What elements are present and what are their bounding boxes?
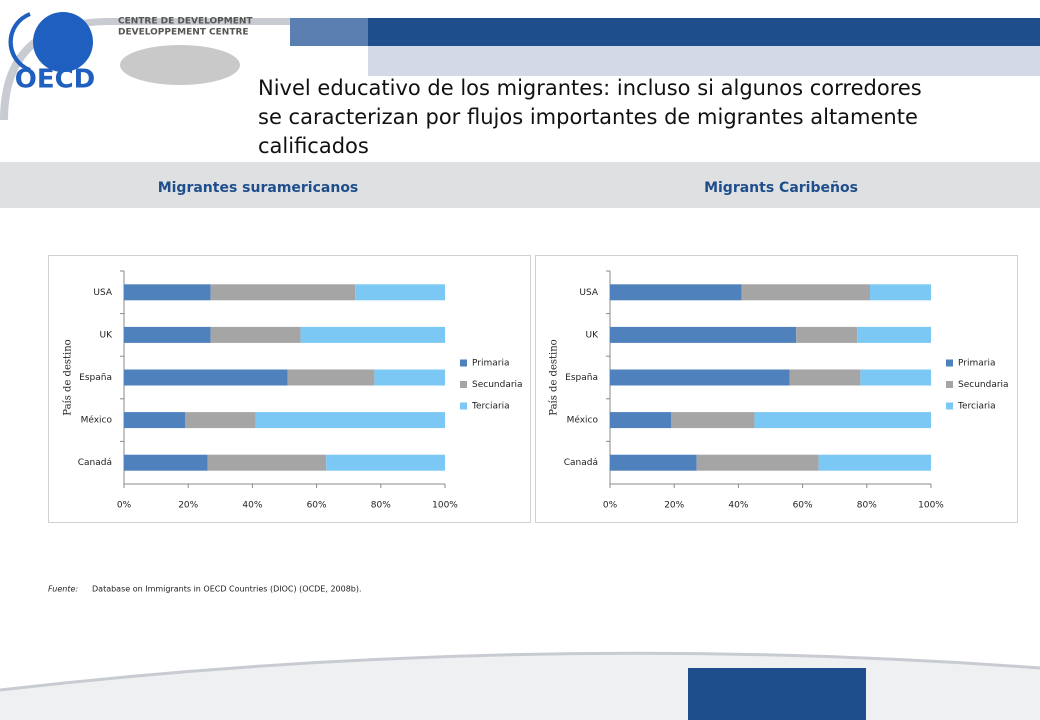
y-tick-label: México (567, 415, 599, 426)
x-tick-label: 80% (857, 501, 877, 511)
bar-segment (300, 326, 445, 343)
bar-segment (124, 454, 208, 471)
legend-label: Terciaria (471, 402, 510, 412)
legend-label: Secundaria (958, 380, 1009, 390)
legend-label: Primaria (958, 359, 995, 369)
chart-title: Migrants Caribeños (704, 180, 858, 196)
x-tick-label: 100% (918, 501, 944, 511)
y-tick-label: USA (579, 288, 598, 298)
legend-label: Terciaria (957, 402, 996, 412)
y-tick-label: España (565, 373, 598, 383)
logo-arc (8, 16, 23, 68)
header-bar-accent (290, 18, 368, 46)
bar-segment (355, 284, 445, 301)
y-axis-label: País de destino (549, 339, 560, 415)
bar-segment (124, 284, 211, 301)
footer-curve (0, 653, 1040, 720)
legend-label: Secundaria (472, 380, 523, 390)
y-tick-label: UK (100, 330, 114, 340)
bar-segment (670, 412, 755, 429)
bar-segment (124, 326, 211, 343)
bar-segment (210, 326, 301, 343)
y-tick-label: USA (93, 288, 112, 298)
legend-swatch (460, 381, 467, 388)
bar-segment (326, 454, 445, 471)
bar-segment (124, 369, 288, 386)
x-tick-label: 0% (117, 501, 132, 511)
bar-segment (374, 369, 445, 386)
bar-segment (610, 369, 790, 386)
x-tick-label: 60% (793, 501, 813, 511)
bar-segment (789, 369, 861, 386)
x-tick-label: 40% (728, 501, 748, 511)
centre-text: CENTRE DE DEVELOPMENT (118, 17, 253, 27)
centre-text: DEVELOPPEMENT CENTRE (118, 28, 249, 38)
source-label: Fuente: (48, 585, 78, 594)
bar-segment (610, 326, 797, 343)
bar-segment (754, 412, 931, 429)
bar-segment (610, 454, 697, 471)
legend-label: Primaria (472, 359, 509, 369)
bar-segment (255, 412, 445, 429)
y-axis-label: País de destino (63, 339, 74, 415)
legend-swatch (460, 402, 467, 410)
legend-swatch (460, 359, 467, 367)
legend-swatch (946, 359, 953, 367)
header-bar (290, 18, 1040, 46)
source-text: Database on Immigrants in OECD Countries… (92, 585, 362, 594)
bar-segment (184, 412, 256, 429)
x-tick-label: 40% (242, 501, 262, 511)
legend-swatch (946, 381, 953, 388)
x-tick-label: 20% (178, 501, 198, 511)
y-tick-label: Canadá (564, 458, 598, 468)
bar-segment (696, 454, 819, 471)
bar-segment (857, 326, 931, 343)
x-tick-label: 100% (432, 501, 458, 511)
world-map (120, 45, 240, 85)
x-tick-label: 60% (307, 501, 327, 511)
bar-segment (124, 412, 185, 429)
y-tick-label: México (81, 415, 113, 426)
bar-segment (818, 454, 931, 471)
header-band (368, 46, 1040, 76)
footer-block (688, 668, 866, 720)
bar-segment (741, 284, 871, 301)
bar-segment (207, 454, 327, 471)
y-tick-label: Canadá (78, 458, 112, 468)
x-tick-label: 80% (371, 501, 391, 511)
legend-swatch (946, 402, 953, 410)
y-tick-label: España (79, 373, 112, 383)
chart-title: Migrantes suramericanos (158, 180, 359, 196)
y-tick-label: UK (586, 330, 600, 340)
bar-segment (796, 326, 858, 343)
logo-text: OECD (15, 65, 96, 95)
x-tick-label: 20% (664, 501, 684, 511)
bar-segment (610, 412, 671, 429)
bar-segment (287, 369, 375, 386)
bar-segment (870, 284, 931, 301)
footer-line (0, 651, 1040, 692)
bar-segment (860, 369, 931, 386)
subtitle-band (0, 162, 1040, 208)
logo-circle (33, 12, 93, 72)
x-tick-label: 0% (603, 501, 618, 511)
bar-segment (210, 284, 356, 301)
slide-title: Nivel educativo de los migrantes: inclus… (258, 76, 922, 158)
bar-segment (610, 284, 742, 301)
